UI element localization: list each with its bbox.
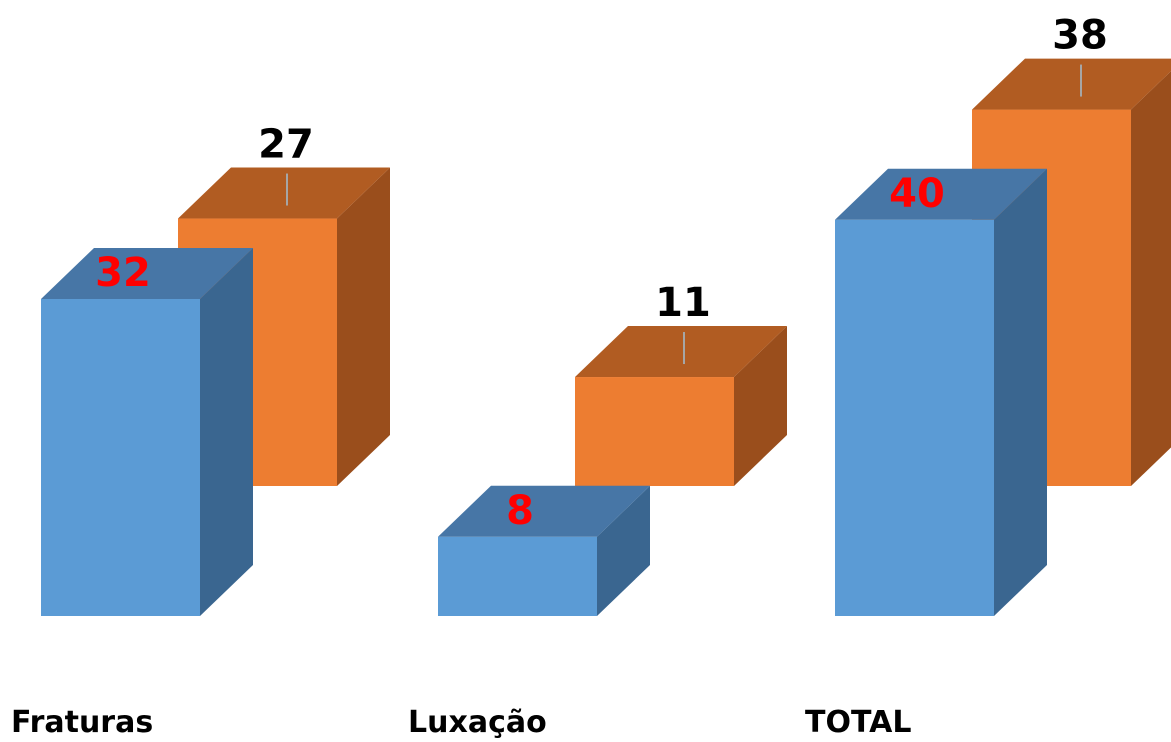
bar-top-face [575, 326, 787, 378]
bar-top-face [438, 485, 650, 537]
bar-series2-1 [575, 326, 787, 486]
bar-front-face [438, 536, 597, 616]
bar-side-face [994, 168, 1047, 616]
bar-side-face [597, 485, 650, 616]
bar-side-face [1131, 71, 1171, 486]
bar-side-face [200, 248, 253, 616]
bar-front-face [41, 299, 200, 616]
data-label: 27 [258, 122, 314, 168]
bar-front-face [575, 377, 734, 486]
bar-series1-1 [438, 485, 650, 616]
bar-side-face [734, 326, 787, 486]
bar-top-face [178, 167, 390, 219]
bar-top-face [972, 58, 1171, 110]
category-label: Fraturas [11, 705, 153, 740]
bar-series1-0 [41, 248, 253, 616]
data-label: 32 [95, 250, 151, 296]
bars-layer [41, 58, 1171, 616]
data-label: 38 [1052, 13, 1108, 59]
category-labels: Fraturas Luxação TOTAL [11, 705, 911, 740]
bar-top-face [41, 248, 253, 299]
data-label: 11 [655, 280, 711, 326]
category-label: Luxação [408, 705, 547, 740]
category-label: TOTAL [805, 705, 911, 740]
bar-side-face [337, 167, 390, 486]
bar-series1-2 [835, 168, 1047, 616]
data-label: 8 [506, 488, 534, 534]
bar-front-face [835, 219, 994, 616]
labels-layer: 27 11 38 32 8 40 [95, 13, 1108, 534]
data-label: 40 [889, 171, 945, 217]
bar-top-face [835, 168, 1047, 220]
